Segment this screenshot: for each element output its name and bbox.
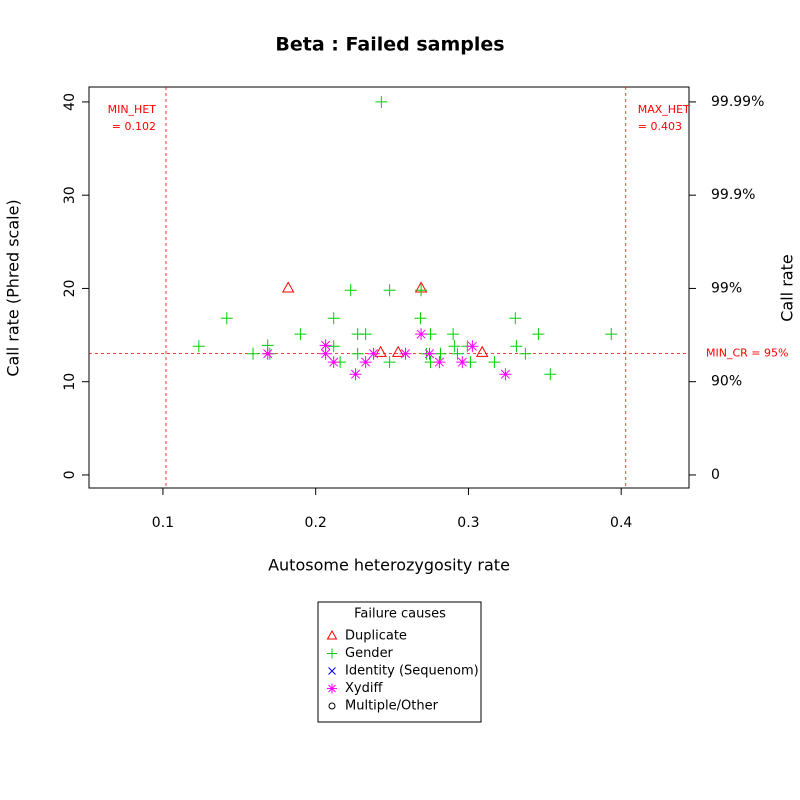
y-tick-label: 10: [62, 373, 78, 391]
point: [351, 347, 364, 360]
legend-marker: [327, 683, 337, 694]
x-tick-label: 0.2: [305, 515, 327, 531]
legend-marker: [327, 648, 337, 659]
y-tick-label: 0: [62, 470, 78, 479]
point: [399, 347, 412, 360]
chart-title: Beta : Failed samples: [275, 34, 504, 56]
y-tick-label: 40: [62, 93, 78, 111]
y2-tick-label: 90%: [711, 374, 742, 390]
legend-title: Failure causes: [354, 607, 446, 622]
legend-label: Xydiff: [345, 681, 383, 696]
point: [544, 368, 557, 381]
y2-tick-label: 0: [711, 467, 720, 483]
point: [447, 328, 460, 341]
point: [359, 328, 372, 341]
point: [448, 340, 461, 353]
y-axis-label: Call rate (Phred scale): [4, 199, 23, 376]
point: [281, 281, 295, 293]
y-tick-label: 20: [62, 280, 78, 298]
point: [451, 347, 464, 360]
legend-label: Gender: [345, 646, 394, 661]
point: [391, 345, 405, 357]
point: [261, 347, 274, 360]
point: [374, 345, 387, 357]
legend-box: [317, 601, 482, 723]
point: [488, 356, 501, 369]
threshold-label: MAX_HET: [638, 103, 690, 116]
point: [344, 284, 357, 297]
point: [327, 312, 340, 325]
point: [349, 368, 362, 381]
point: [415, 284, 428, 297]
point: [375, 95, 388, 108]
point: [192, 340, 205, 353]
threshold-value-label: = 0.403: [638, 120, 682, 133]
point: [434, 347, 447, 360]
x-tick-label: 0.1: [152, 515, 174, 531]
point: [367, 347, 380, 360]
legend-marker: [326, 629, 338, 640]
point: [499, 368, 512, 381]
point: [414, 312, 427, 325]
threshold-label: MIN_HET: [108, 103, 157, 116]
point: [327, 356, 340, 369]
threshold-value-label: = 0.102: [112, 120, 156, 133]
point: [415, 328, 428, 341]
y2-tick-label: 99.99%: [711, 94, 764, 110]
x-tick-label: 0.4: [610, 515, 632, 531]
point: [383, 356, 396, 369]
legend-label: Multiple/Other: [345, 699, 439, 714]
legend-marker: [328, 702, 336, 710]
point: [475, 345, 489, 357]
point: [466, 340, 479, 353]
point: [605, 328, 618, 341]
legend-label: Duplicate: [345, 629, 407, 644]
point: [509, 312, 522, 325]
y2-tick-label: 99.9%: [711, 187, 755, 203]
point: [532, 328, 545, 341]
point: [220, 312, 233, 325]
y2-axis-label: Call rate: [778, 254, 797, 321]
x-tick-label: 0.3: [457, 515, 479, 531]
point: [423, 347, 436, 360]
x-axis-label: Autosome heterozygosity rate: [268, 556, 510, 575]
legend-marker: [328, 667, 336, 675]
point: [519, 347, 532, 360]
point: [327, 340, 340, 353]
y2-tick-label: 99%: [711, 280, 742, 296]
y-tick-label: 30: [62, 186, 78, 204]
point: [433, 356, 446, 369]
point: [319, 347, 332, 360]
point: [294, 328, 307, 341]
point: [319, 339, 332, 352]
point: [383, 284, 396, 297]
point: [359, 356, 372, 369]
legend-label: Identity (Sequenom): [345, 664, 479, 679]
point: [247, 347, 260, 360]
threshold-label: MIN_CR = 95%: [706, 347, 788, 360]
point: [510, 340, 523, 353]
point: [456, 356, 469, 369]
